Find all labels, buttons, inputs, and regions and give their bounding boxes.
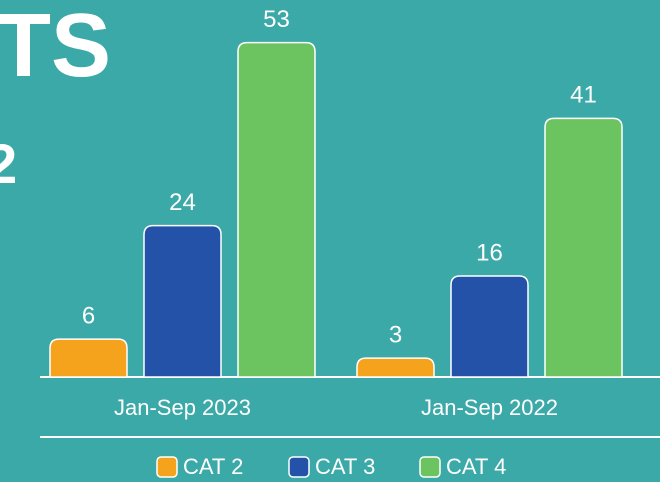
legend-swatch [419,456,441,478]
value-label: 16 [476,239,503,266]
category-label: Jan-Sep 2023 [114,395,251,420]
chart-subtitle: 2 [0,132,17,195]
bar [143,224,222,378]
bar [237,41,316,378]
bar [356,357,435,378]
legend-swatch [288,456,310,478]
bar [544,117,623,378]
chart-title: TS [0,0,111,96]
category-label: Jan-Sep 2022 [421,395,558,420]
legend-label: CAT 3 [315,454,375,479]
value-label: 24 [169,189,196,216]
bar [450,275,529,378]
value-label: 41 [570,82,597,109]
value-label: 3 [389,321,402,348]
value-label: 53 [263,6,290,33]
legend-swatch [156,456,178,478]
legend-label: CAT 2 [183,454,243,479]
legend-label: CAT 4 [446,454,506,479]
value-label: 6 [82,302,95,329]
bar [49,338,128,378]
